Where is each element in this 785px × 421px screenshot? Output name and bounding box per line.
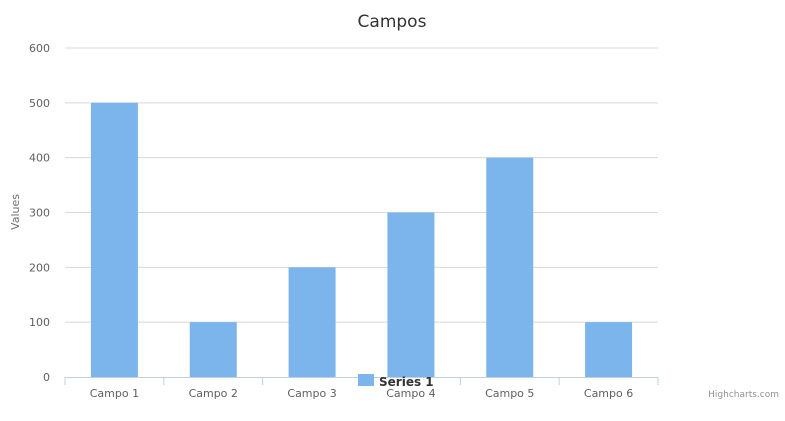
credits-link[interactable]: Highcharts.com [708,390,779,400]
y-tick-label: 0 [43,371,50,384]
y-axis-ticks: 0 100 200 300 400 500 600 [29,42,50,384]
x-tick-label: Campo 3 [287,387,336,400]
y-tick-label: 500 [29,97,50,110]
x-tick-label: Campo 2 [189,387,238,400]
x-tick-label: Campo 6 [584,387,633,400]
y-tick-label: 400 [29,152,50,165]
x-tick-label: Campo 5 [485,387,534,400]
bar[interactable] [585,322,633,377]
bar-series [90,102,633,378]
legend-label[interactable]: Series 1 [379,375,434,389]
gridlines [65,47,658,323]
bar[interactable] [189,322,237,377]
y-tick-label: 300 [29,207,50,220]
legend[interactable]: Series 1 [358,374,434,389]
y-tick-label: 600 [29,42,50,55]
x-tick-label: Campo 1 [90,387,139,400]
chart-title: Campos [358,12,427,32]
bar[interactable] [90,102,138,377]
x-axis: Campo 1 Campo 2 Campo 3 Campo 4 Campo 5 Campo… [64,377,659,400]
x-tick-label: Campo 4 [386,387,435,400]
y-axis-label: Values [9,194,22,230]
bar[interactable] [486,157,534,377]
bar[interactable] [387,212,435,378]
bar[interactable] [288,267,336,377]
y-tick-label: 100 [29,316,50,329]
legend-swatch[interactable] [358,374,374,386]
y-tick-label: 200 [29,261,50,274]
